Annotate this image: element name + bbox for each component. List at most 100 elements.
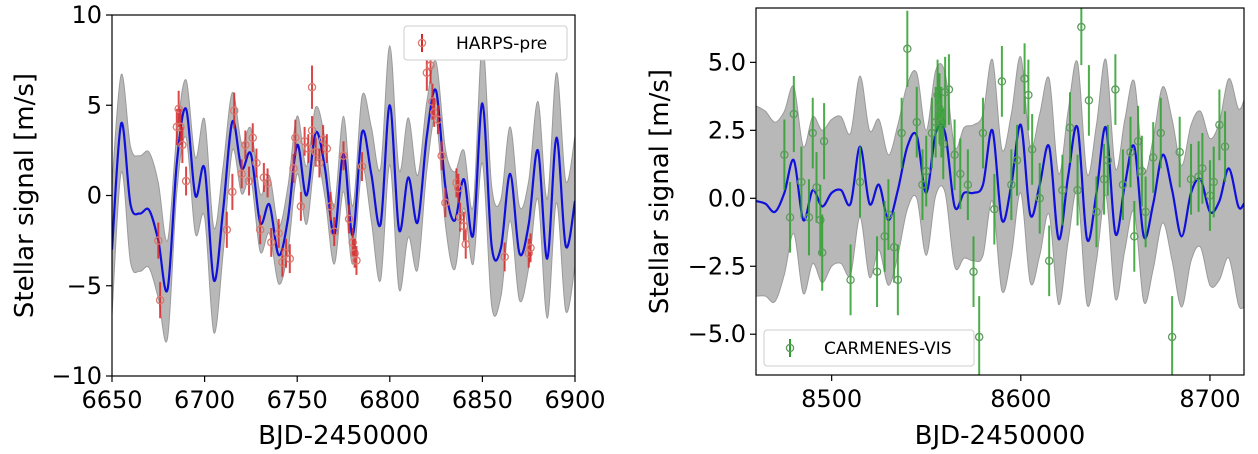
carmenes-marker xyxy=(797,177,806,187)
carmenes-data-point xyxy=(855,146,865,218)
harps-marker xyxy=(524,249,533,258)
harps-data-point xyxy=(241,130,250,160)
carmenes-marker xyxy=(1058,185,1067,195)
carmenes-axes-frame xyxy=(755,7,1245,376)
harps-marker xyxy=(181,176,191,186)
harps-marker xyxy=(155,295,165,305)
carmenes-marker xyxy=(1111,85,1120,94)
harps-data-point xyxy=(154,222,163,259)
harps-marker xyxy=(315,158,324,168)
harps-marker xyxy=(274,229,283,238)
harps-x-tick-label: 6900 xyxy=(544,386,605,414)
carmenes-data-point xyxy=(1027,114,1037,185)
carmenes-data-point xyxy=(963,149,973,221)
harps-panel: 6650 6700 6750 6800 6850 6900 −10 −5 0 5 10 BJD-24… xyxy=(10,1,606,451)
harps-data-point xyxy=(291,119,300,156)
harps-marker xyxy=(222,225,232,235)
carmenes-marker xyxy=(974,332,984,342)
harps-marker xyxy=(459,221,469,231)
harps-x-tick-label: 6750 xyxy=(267,386,328,414)
harps-observations-group xyxy=(154,47,535,319)
harps-data-point xyxy=(357,152,367,182)
carmenes-marker xyxy=(1137,166,1147,176)
harps-data-point xyxy=(255,215,265,245)
carmenes-data-point xyxy=(1103,124,1113,196)
carmenes-marker xyxy=(997,77,1007,86)
carmenes-data-point xyxy=(816,184,825,256)
carmenes-marker xyxy=(1035,194,1044,203)
harps-marker xyxy=(357,162,367,171)
carmenes-data-point xyxy=(1073,154,1082,226)
carmenes-data-point xyxy=(969,236,978,308)
carmenes-marker xyxy=(1198,164,1207,173)
harps-marker xyxy=(433,115,443,124)
carmenes-marker xyxy=(819,136,829,146)
carmenes-data-point xyxy=(990,173,999,245)
carmenes-data-point xyxy=(912,86,922,158)
carmenes-data-point xyxy=(884,179,893,250)
carmenes-data-point xyxy=(808,97,817,169)
carmenes-data-point xyxy=(978,97,988,169)
carmenes-data-point xyxy=(780,119,789,191)
carmenes-data-point xyxy=(1024,59,1033,131)
carmenes-marker xyxy=(1103,155,1113,165)
carmenes-marker xyxy=(912,117,922,127)
harps-marker xyxy=(289,164,298,173)
harps-data-point xyxy=(222,211,232,248)
carmenes-data-point xyxy=(789,75,799,153)
carmenes-marker xyxy=(1186,175,1196,184)
harps-data-point xyxy=(500,242,509,272)
harps-marker xyxy=(229,106,239,115)
carmenes-data-point xyxy=(956,138,965,210)
carmenes-y-tick-label: 2.5 xyxy=(708,116,746,144)
harps-data-point xyxy=(181,166,191,196)
harps-marker xyxy=(285,254,295,263)
carmenes-marker xyxy=(963,180,973,189)
harps-marker xyxy=(454,184,463,193)
carmenes-data-point xyxy=(785,181,795,253)
harps-data-point xyxy=(452,168,461,198)
harps-marker xyxy=(252,158,261,168)
carmenes-data-point xyxy=(846,244,855,316)
harps-data-point xyxy=(174,90,183,127)
harps-data-point xyxy=(348,227,358,257)
carmenes-data-point xyxy=(1092,176,1101,248)
carmenes-marker xyxy=(903,44,912,54)
carmenes-marker xyxy=(884,210,893,219)
carmenes-data-point xyxy=(939,108,948,180)
harps-data-point xyxy=(322,134,332,164)
carmenes-data-point xyxy=(1058,154,1067,226)
carmenes-x-axis-label: BJD-2450000 xyxy=(915,421,1086,451)
carmenes-data-point xyxy=(1220,111,1230,182)
carmenes-data-point xyxy=(974,296,984,375)
carmenes-marker xyxy=(846,275,855,285)
harps-marker xyxy=(248,133,258,142)
harps-marker xyxy=(322,144,332,153)
harps-marker xyxy=(237,169,246,179)
carmenes-marker xyxy=(1141,207,1150,217)
harps-data-point xyxy=(263,168,272,198)
carmenes-marker xyxy=(1220,142,1230,151)
carmenes-data-point xyxy=(950,119,959,191)
harps-marker xyxy=(452,178,461,188)
harps-data-point xyxy=(237,159,246,189)
carmenes-data-point xyxy=(1209,146,1218,218)
carmenes-x-tick-label: 8600 xyxy=(990,385,1051,413)
harps-data-point xyxy=(326,191,335,221)
carmenes-marker xyxy=(944,85,954,94)
harps-marker xyxy=(500,252,509,262)
harps-marker xyxy=(267,238,276,247)
carmenes-data-point xyxy=(1035,162,1044,234)
harps-marker xyxy=(437,151,446,161)
carmenes-data-point xyxy=(997,46,1007,117)
carmenes-marker xyxy=(969,267,978,276)
carmenes-marker xyxy=(1024,90,1033,100)
carmenes-marker xyxy=(817,248,827,257)
carmenes-marker xyxy=(978,128,988,138)
harps-marker xyxy=(339,151,348,161)
harps-marker xyxy=(296,202,306,211)
carmenes-marker xyxy=(1118,180,1128,189)
harps-marker xyxy=(352,256,361,265)
harps-data-point xyxy=(296,191,306,221)
carmenes-data-point xyxy=(1215,89,1224,161)
